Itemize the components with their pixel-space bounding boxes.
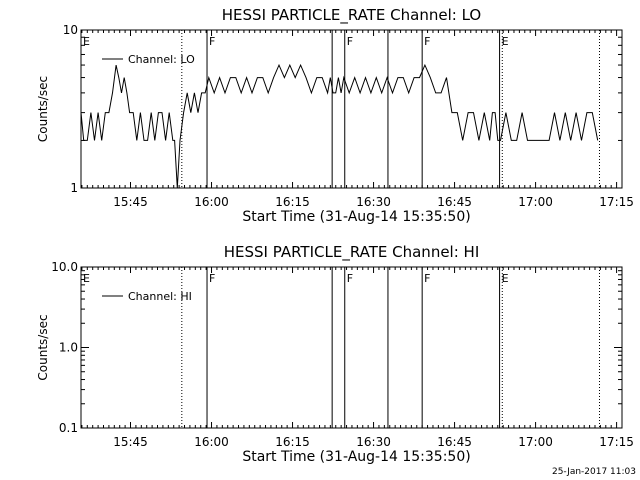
series-line-channel-lo	[80, 63, 599, 189]
flag-label: F	[424, 35, 430, 48]
y-tick-label: 1.0	[59, 341, 78, 355]
flag-label: F	[347, 272, 353, 285]
flag-label: F	[347, 35, 353, 48]
x-tick-label: 16:15	[275, 435, 310, 449]
x-tick-label: 16:30	[356, 435, 391, 449]
y-tick-label: 0.1	[59, 421, 78, 435]
x-tick-label: 16:45	[437, 195, 472, 209]
x-tick-label: 15:45	[113, 435, 148, 449]
y-tick-label: 10	[63, 23, 78, 37]
x-tick-label: 17:00	[518, 435, 553, 449]
y-axis-label: Counts/sec	[36, 76, 50, 142]
flag-label: E	[83, 272, 90, 285]
legend-label: Channel: LO	[128, 53, 195, 66]
chart-title: HESSI PARTICLE_RATE Channel: HI	[224, 243, 480, 262]
flag-label: F	[209, 272, 215, 285]
x-tick-label: 16:00	[194, 195, 229, 209]
flag-label: E	[502, 272, 509, 285]
timestamp-label: 25-Jan-2017 11:03	[552, 467, 636, 477]
x-tick-label: 17:15	[599, 195, 634, 209]
flag-label: F	[424, 272, 430, 285]
x-tick-label: 16:00	[194, 435, 229, 449]
chart-panel-1: HESSI PARTICLE_RATE Channel: LO Counts/se…	[36, 6, 634, 225]
flag-label: E	[502, 35, 509, 48]
chart-title: HESSI PARTICLE_RATE Channel: LO	[222, 6, 481, 25]
y-axis-label: Counts/sec	[36, 314, 50, 380]
flag-label: F	[209, 35, 215, 48]
x-tick-label: 17:15	[599, 435, 634, 449]
x-tick-label: 17:00	[518, 195, 553, 209]
x-tick-label: 16:45	[437, 435, 472, 449]
legend-label: Channel: HI	[128, 290, 192, 303]
x-axis-label: Start Time (31-Aug-14 15:35:50)	[242, 209, 470, 225]
x-tick-label: 16:30	[356, 195, 391, 209]
x-axis-label: Start Time (31-Aug-14 15:35:50)	[242, 449, 470, 465]
chart-panel-2: HESSI PARTICLE_RATE Channel: HI Counts/se…	[36, 243, 634, 465]
y-tick-label: 1	[70, 181, 78, 195]
x-tick-label: 16:15	[275, 195, 310, 209]
x-tick-label: 15:45	[113, 195, 148, 209]
flag-label: E	[83, 35, 90, 48]
y-tick-label: 10.0	[51, 260, 78, 274]
